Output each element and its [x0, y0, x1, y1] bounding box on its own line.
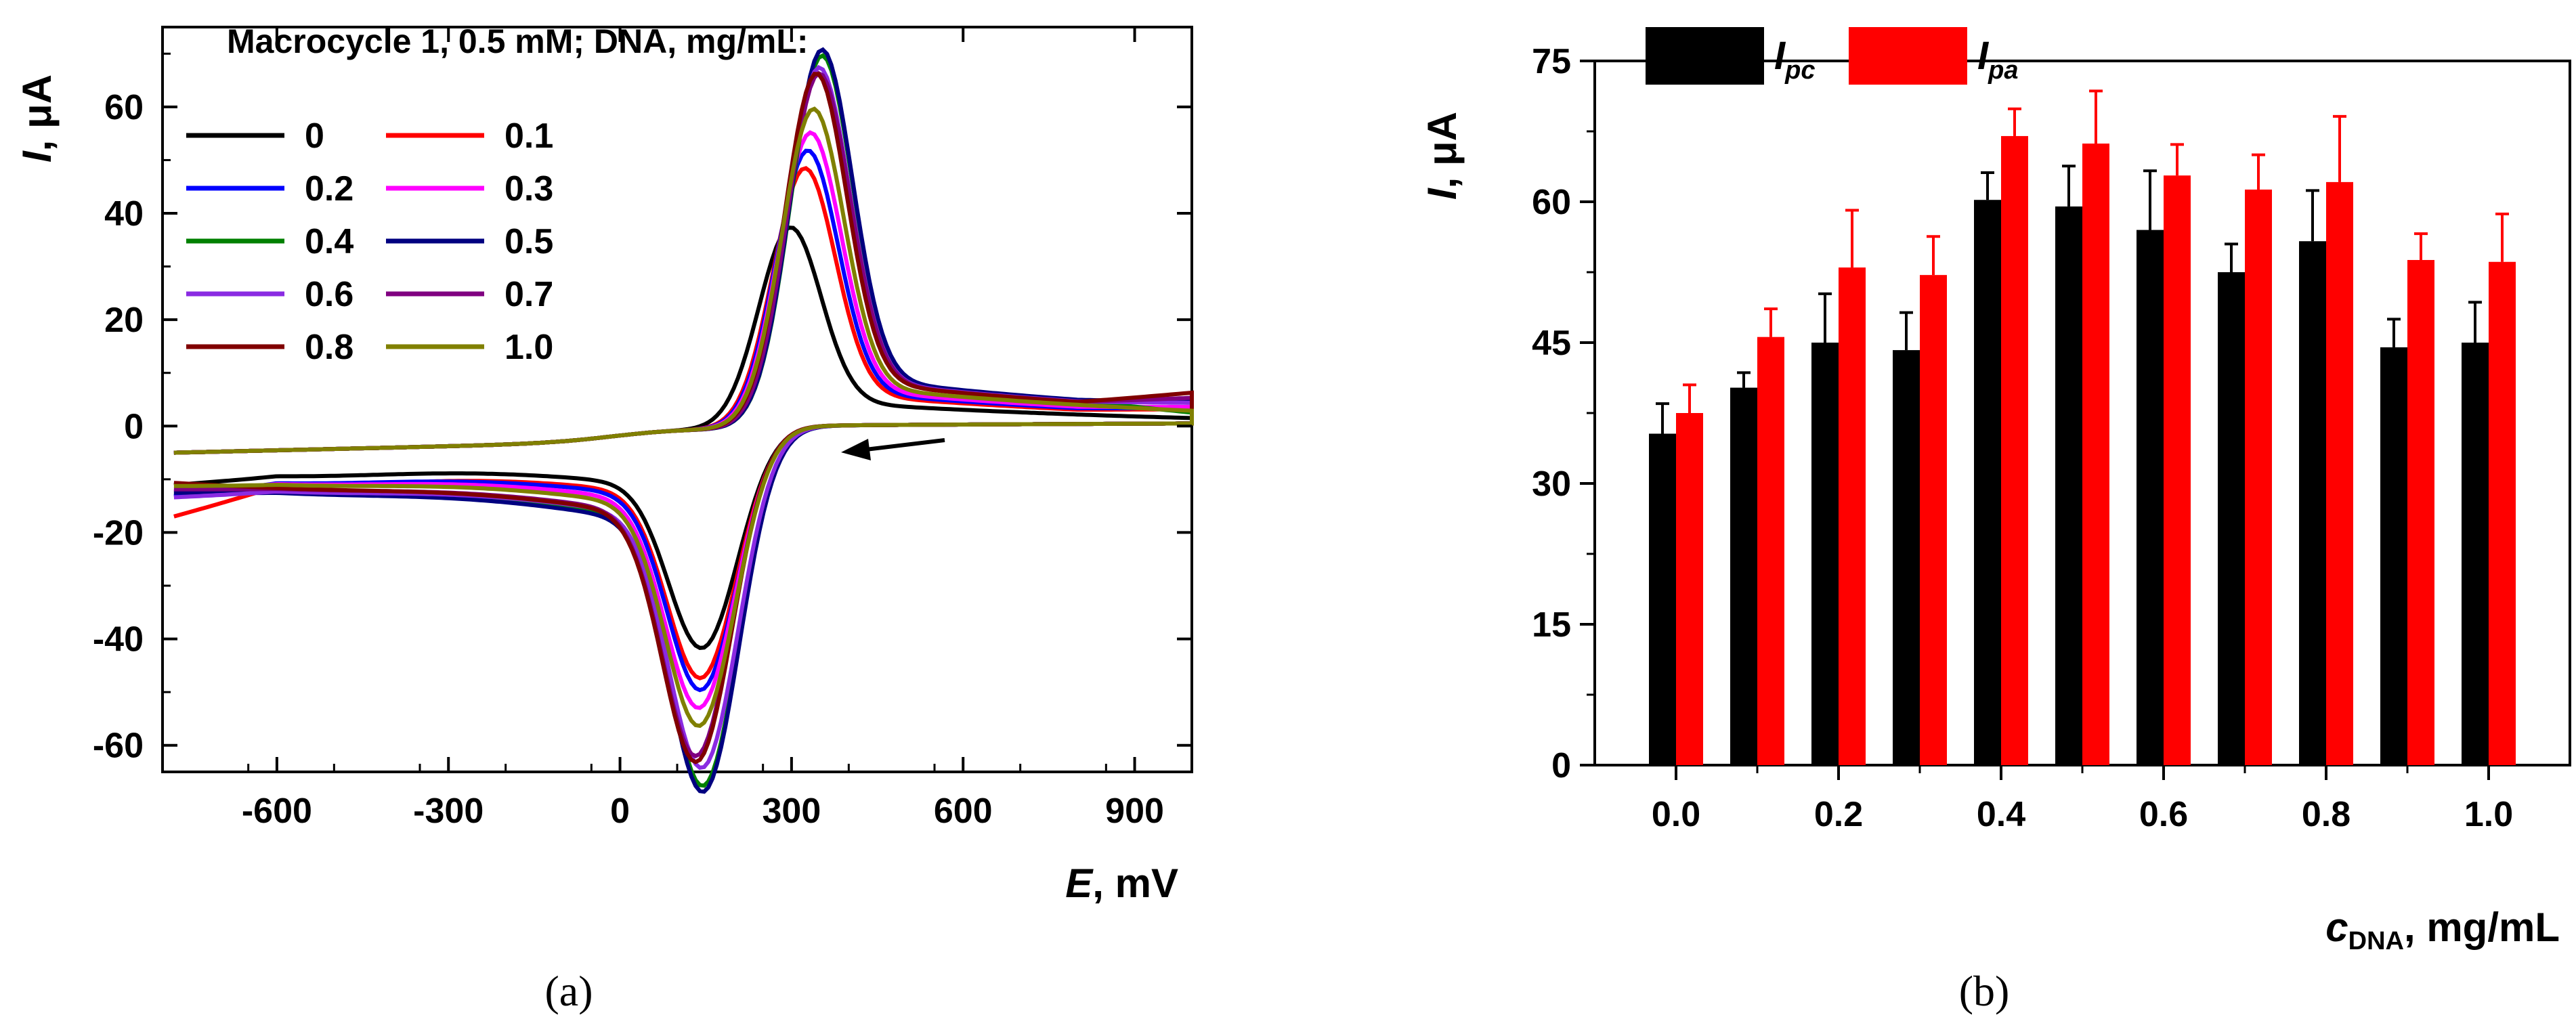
bar-xlabel-subscript: DNA: [2348, 927, 2404, 955]
bar-pc: [2299, 241, 2326, 765]
bar-axes: 0.0 0.2 0.4 0.6 0.8 1.0 0 15 30 45 60 75: [1532, 42, 2513, 834]
cv-chart: -600 -300 0 300 600 900 -60 -40 -20 0 20 40 60 I, μA…: [14, 22, 1194, 1015]
cv-legend-label: 0.7: [505, 275, 553, 314]
legend-ipa-symbol: I: [1977, 34, 1990, 78]
bar-y-axis-title: I, μA: [1419, 112, 1465, 200]
bar-pc: [1974, 200, 2001, 765]
bar-y-tick-label: 60: [1532, 183, 1571, 222]
legend-ipa-subscript: pa: [1988, 56, 2018, 85]
svg-text:I, μA: I, μA: [1419, 112, 1465, 200]
cv-x-tick-label: -600: [242, 792, 312, 831]
cv-curves: [173, 47, 1194, 794]
cv-y-tick-label: 40: [104, 194, 144, 234]
cv-legend-label: 0.5: [505, 222, 553, 261]
legend-swatch-ipa: [1849, 27, 1967, 85]
cv-x-tick-label: -300: [413, 792, 484, 831]
bar-pc: [2218, 272, 2245, 765]
svg-text:E, mV: E, mV: [1065, 861, 1178, 906]
bar-y-tick-label: 30: [1532, 464, 1571, 504]
svg-text:I, μA: I, μA: [14, 74, 60, 163]
cv-legend-label: 0.4: [305, 222, 353, 261]
bar-x-tick-label: 0.6: [2139, 795, 2188, 834]
legend-ipc-subscript: pc: [1784, 56, 1815, 85]
cv-y-tick-label: -60: [93, 727, 144, 766]
cv-x-tick-label: 900: [1105, 792, 1164, 831]
bar-pc: [2137, 230, 2164, 766]
cv-xlabel-unit: , mV: [1092, 861, 1178, 906]
bar-x-tick-label: 0.2: [1814, 795, 1863, 834]
cv-legend-label: 0.6: [305, 275, 353, 314]
cv-y-tick-label: 0: [124, 407, 144, 446]
bar-pa: [2326, 181, 2353, 765]
bar-legend: Ipc Ipa: [1646, 27, 2018, 85]
bar-pa: [1920, 275, 1947, 765]
cv-y-tick-label: -20: [93, 513, 144, 553]
bar-pc: [2055, 206, 2082, 765]
bar-x-tick-label: 0.4: [1977, 795, 2025, 834]
bar-ylabel-unit: , μA: [1419, 112, 1465, 188]
legend-swatch-ipc: [1646, 27, 1764, 85]
bar-xlabel-unit: , mg/mL: [2404, 905, 2560, 950]
svg-text:Ipc: Ipc: [1774, 34, 1815, 85]
bar-pc: [1649, 433, 1676, 765]
bar-pc: [2380, 347, 2407, 765]
cv-xlabel-symbol: E: [1065, 861, 1094, 906]
cv-legend-label: 0.8: [305, 328, 353, 367]
cv-y-axis-title: I, μA: [14, 74, 60, 163]
bar-pc: [2462, 343, 2489, 765]
cv-y-tick-label: 20: [104, 301, 144, 340]
cv-legend-label: 0.2: [305, 169, 353, 209]
bar-y-tick-label: 75: [1532, 42, 1571, 81]
cv-x-tick-label: 300: [763, 792, 821, 831]
scan-direction-arrow: [841, 438, 945, 460]
bar-pa: [1839, 267, 1866, 766]
cv-chart-title: Macrocycle 1, 0.5 mM; DNA, mg/mL:: [227, 22, 809, 60]
bar-y-tick-label: 45: [1532, 324, 1571, 363]
bar-pa: [2164, 175, 2191, 765]
bar-marks: [1649, 89, 2516, 766]
bar-pa: [2489, 261, 2516, 765]
bar-x-tick-label: 0.8: [2302, 795, 2350, 834]
svg-text:Ipa: Ipa: [1977, 34, 2018, 85]
cv-legend-label: 0.3: [505, 169, 553, 209]
cv-ylabel-unit: , μA: [14, 74, 60, 151]
bar-pa: [2407, 259, 2434, 765]
bar-x-axis-title: cDNA, mg/mL: [2325, 905, 2560, 955]
cv-x-axis-title: E, mV: [1065, 861, 1178, 906]
bar-x-tick-label: 0.0: [1652, 795, 1700, 834]
panel-label-a: (a): [544, 967, 593, 1015]
cv-y-tick-label: 60: [104, 88, 144, 127]
cv-curve-0-4: [173, 53, 1194, 788]
bar-y-tick-label: 15: [1532, 605, 1571, 645]
cv-axes: -600 -300 0 300 600 900 -60 -40 -20 0 20 40 60: [93, 27, 1193, 831]
cv-x-tick-label: 600: [934, 792, 993, 831]
cv-ylabel-symbol: I: [14, 150, 60, 163]
cv-legend-label: 0: [305, 116, 324, 156]
cv-y-tick-label: -40: [93, 620, 144, 659]
cv-x-tick-label: 0: [610, 792, 630, 831]
cv-legend: 0 0.1 0.2 0.3 0.4 0.5 0.6 0.7 0.8 1.0: [186, 116, 553, 367]
bar-pc: [1811, 343, 1839, 765]
cv-curve-1-0: [173, 106, 1194, 729]
bar-pa: [1757, 337, 1784, 765]
bar-pa: [2001, 135, 2028, 765]
legend-ipc-symbol: I: [1774, 34, 1786, 78]
panel-label-b: (b): [1959, 967, 2010, 1015]
cv-legend-label: 0.1: [505, 116, 553, 156]
bar-ylabel-symbol: I: [1419, 188, 1465, 200]
bar-x-tick-label: 1.0: [2464, 795, 2513, 834]
bar-xlabel-symbol: c: [2325, 905, 2348, 950]
bar-pc: [1730, 387, 1757, 765]
bar-pa: [2245, 189, 2272, 765]
bar-pc: [1893, 350, 1920, 765]
svg-text:cDNA, mg/mL: cDNA, mg/mL: [2325, 905, 2560, 955]
cv-legend-label: 1.0: [505, 328, 553, 367]
bar-pa: [2082, 144, 2109, 765]
bar-pa: [1676, 413, 1703, 765]
bar-y-tick-label: 0: [1551, 746, 1571, 785]
